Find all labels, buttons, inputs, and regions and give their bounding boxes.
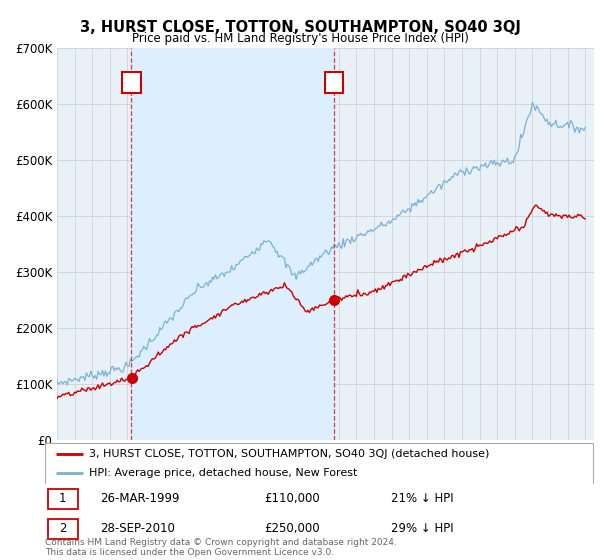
Text: 2: 2 — [331, 76, 338, 90]
FancyBboxPatch shape — [48, 519, 78, 539]
Text: 3, HURST CLOSE, TOTTON, SOUTHAMPTON, SO40 3QJ (detached house): 3, HURST CLOSE, TOTTON, SOUTHAMPTON, SO4… — [89, 449, 489, 459]
Text: HPI: Average price, detached house, New Forest: HPI: Average price, detached house, New … — [89, 468, 357, 478]
Text: £250,000: £250,000 — [265, 522, 320, 535]
Text: 1: 1 — [59, 492, 67, 506]
Text: Price paid vs. HM Land Registry's House Price Index (HPI): Price paid vs. HM Land Registry's House … — [131, 32, 469, 45]
FancyBboxPatch shape — [325, 72, 343, 94]
FancyBboxPatch shape — [45, 444, 593, 483]
Text: 29% ↓ HPI: 29% ↓ HPI — [391, 522, 454, 535]
Text: 3, HURST CLOSE, TOTTON, SOUTHAMPTON, SO40 3QJ: 3, HURST CLOSE, TOTTON, SOUTHAMPTON, SO4… — [80, 20, 520, 35]
Text: 1: 1 — [128, 76, 135, 90]
Text: £110,000: £110,000 — [265, 492, 320, 506]
Text: 21% ↓ HPI: 21% ↓ HPI — [391, 492, 454, 506]
Text: 2: 2 — [59, 522, 67, 535]
Text: 28-SEP-2010: 28-SEP-2010 — [100, 522, 175, 535]
Bar — [131, 48, 334, 440]
FancyBboxPatch shape — [48, 489, 78, 509]
FancyBboxPatch shape — [122, 72, 140, 94]
Text: 26-MAR-1999: 26-MAR-1999 — [100, 492, 179, 506]
Text: Contains HM Land Registry data © Crown copyright and database right 2024.
This d: Contains HM Land Registry data © Crown c… — [45, 538, 397, 557]
